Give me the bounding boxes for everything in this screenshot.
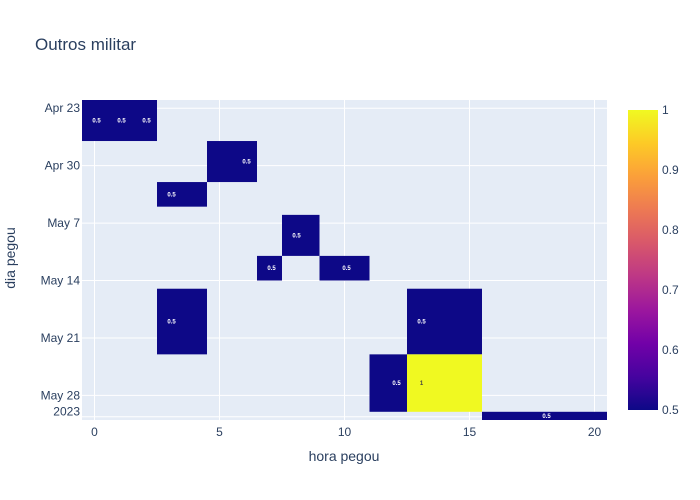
cell-value-label: 0.5 (417, 320, 426, 326)
x-tick-label: 5 (216, 425, 223, 439)
colorbar-tick-label: 0.8 (662, 223, 679, 237)
colorbar-tick-label: 0.7 (662, 283, 679, 297)
x-tick-label: 15 (463, 425, 477, 439)
y-tick-label: May 7 (47, 216, 80, 230)
x-tick-label: 20 (588, 425, 602, 439)
cell-value-label: 0.5 (267, 266, 276, 272)
x-tick-label: 0 (91, 425, 98, 439)
cell-value-label: 0.5 (117, 119, 126, 125)
heatmap-cell (282, 214, 320, 256)
colorbar-tick-label: 0.9 (662, 163, 679, 177)
y-tick-label: May 28 (41, 388, 81, 402)
heatmap-cell (157, 182, 207, 207)
colorbar-tick-label: 0.6 (662, 343, 679, 357)
cell-value-label: 0.5 (292, 233, 301, 239)
cell-labels: 0.5 0.5 0.5 0.5 0.5 0.5 0.5 0.5 0.5 0.5 0.5 1 0.5 (92, 119, 551, 420)
cell-value-label: 0.5 (542, 414, 551, 420)
y-tick-label: Apr 23 (45, 101, 81, 115)
cell-value-label: 0.5 (142, 119, 151, 125)
y-axis-title: dia pegou (2, 227, 18, 289)
heatmap-cell (407, 288, 482, 355)
heatmap-cell (319, 255, 370, 281)
cell-value-label: 0.5 (342, 266, 351, 272)
heatmap-cell (82, 100, 157, 142)
cell-value-label: 0.5 (167, 320, 176, 326)
heatmap-cell (257, 255, 282, 281)
heatmap-cells (82, 100, 607, 420)
x-axis-ticks: 0 5 10 15 20 (91, 425, 601, 439)
heatmap-cell (407, 354, 482, 412)
heatmap-cell (482, 411, 607, 420)
colorbar-tick-label: 1 (662, 103, 669, 117)
y-tick-label: Apr 30 (45, 159, 81, 173)
y-tick-year-label: 2023 (53, 404, 80, 418)
y-tick-label: May 14 (41, 274, 81, 288)
x-tick-label: 10 (338, 425, 352, 439)
cell-value-label: 0.5 (167, 192, 176, 198)
colorbar (628, 110, 658, 410)
heatmap-cell (157, 288, 207, 355)
y-tick-label: May 21 (41, 331, 81, 345)
colorbar-tick-label: 0.5 (662, 403, 679, 417)
colorbar-ticks: 0.5 0.6 0.7 0.8 0.9 1 (662, 103, 679, 417)
cell-value-label: 0.5 (92, 119, 101, 125)
cell-value-label: 1 (420, 381, 424, 387)
heatmap-cell (369, 354, 407, 412)
x-axis-title: hora pegou (309, 448, 380, 464)
cell-value-label: 0.5 (392, 381, 401, 387)
chart-title: Outros militar (35, 35, 136, 54)
y-axis-ticks: Apr 23 Apr 30 May 7 May 14 May 21 May 28 2023 (41, 101, 81, 418)
cell-value-label: 0.5 (242, 160, 251, 166)
heatmap-cell (207, 141, 257, 183)
